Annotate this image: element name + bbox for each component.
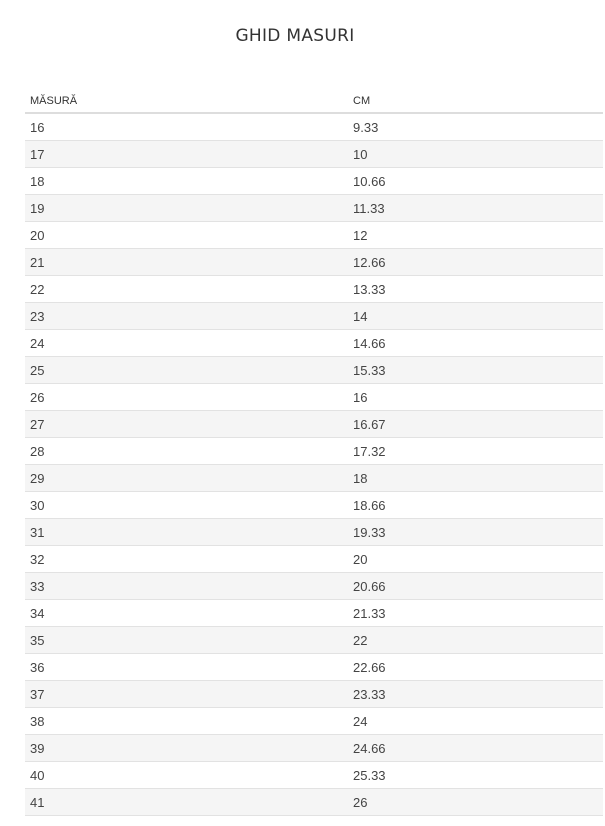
cm-cell: 23.33 [348, 680, 603, 708]
table-row: 23 14 [25, 302, 603, 330]
cm-cell: 15.33 [348, 356, 603, 384]
header-size: MĂSURĂ [25, 90, 348, 114]
size-guide-table: MĂSURĂ CM 16 9.33 17 10 18 10.66 19 11.33 20 12 21… [25, 90, 603, 816]
size-cell: 38 [25, 707, 348, 735]
size-cell: 21 [25, 248, 348, 276]
cm-cell: 20.66 [348, 572, 603, 600]
cm-cell: 18 [348, 464, 603, 492]
cm-cell: 13.33 [348, 275, 603, 303]
cm-cell: 11.33 [348, 194, 603, 222]
table-row: 33 20.66 [25, 572, 603, 600]
table-row: 27 16.67 [25, 410, 603, 438]
table-row: 39 24.66 [25, 734, 603, 762]
cm-cell: 14.66 [348, 329, 603, 357]
table-row: 25 15.33 [25, 356, 603, 384]
cm-cell: 25.33 [348, 761, 603, 789]
size-cell: 27 [25, 410, 348, 438]
cm-cell: 22 [348, 626, 603, 654]
size-cell: 29 [25, 464, 348, 492]
size-cell: 35 [25, 626, 348, 654]
size-cell: 30 [25, 491, 348, 519]
cm-cell: 16 [348, 383, 603, 411]
table-row: 38 24 [25, 707, 603, 735]
size-cell: 31 [25, 518, 348, 546]
table-row: 31 19.33 [25, 518, 603, 546]
cm-cell: 14 [348, 302, 603, 330]
table-header-row: MĂSURĂ CM [25, 90, 603, 114]
cm-cell: 10 [348, 140, 603, 168]
table-row: 21 12.66 [25, 248, 603, 276]
cm-cell: 19.33 [348, 518, 603, 546]
table-row: 32 20 [25, 545, 603, 573]
cm-cell: 17.32 [348, 437, 603, 465]
size-cell: 23 [25, 302, 348, 330]
size-cell: 18 [25, 167, 348, 195]
cm-cell: 10.66 [348, 167, 603, 195]
size-cell: 17 [25, 140, 348, 168]
cm-cell: 12.66 [348, 248, 603, 276]
size-cell: 33 [25, 572, 348, 600]
table-row: 34 21.33 [25, 599, 603, 627]
size-cell: 32 [25, 545, 348, 573]
table-row: 19 11.33 [25, 194, 603, 222]
table-row: 18 10.66 [25, 167, 603, 195]
size-cell: 36 [25, 653, 348, 681]
cm-cell: 21.33 [348, 599, 603, 627]
size-cell: 24 [25, 329, 348, 357]
table-row: 37 23.33 [25, 680, 603, 708]
size-cell: 25 [25, 356, 348, 384]
cm-cell: 12 [348, 221, 603, 249]
size-cell: 41 [25, 788, 348, 816]
size-cell: 22 [25, 275, 348, 303]
size-cell: 40 [25, 761, 348, 789]
size-cell: 28 [25, 437, 348, 465]
table-row: 35 22 [25, 626, 603, 654]
table-row: 28 17.32 [25, 437, 603, 465]
cm-cell: 24 [348, 707, 603, 735]
table-row: 30 18.66 [25, 491, 603, 519]
table-row: 16 9.33 [25, 113, 603, 141]
size-cell: 16 [25, 113, 348, 141]
page-title: GHID MASURI [235, 26, 355, 46]
header-cm: CM [348, 90, 603, 114]
size-cell: 20 [25, 221, 348, 249]
size-cell: 37 [25, 680, 348, 708]
cm-cell: 16.67 [348, 410, 603, 438]
cm-cell: 26 [348, 788, 603, 816]
cm-cell: 22.66 [348, 653, 603, 681]
table-row: 29 18 [25, 464, 603, 492]
table-row: 17 10 [25, 140, 603, 168]
table-row: 22 13.33 [25, 275, 603, 303]
size-cell: 39 [25, 734, 348, 762]
table-row: 40 25.33 [25, 761, 603, 789]
cm-cell: 24.66 [348, 734, 603, 762]
cm-cell: 9.33 [348, 113, 603, 141]
size-cell: 26 [25, 383, 348, 411]
table-row: 36 22.66 [25, 653, 603, 681]
size-cell: 34 [25, 599, 348, 627]
cm-cell: 20 [348, 545, 603, 573]
table-row: 41 26 [25, 788, 603, 816]
size-cell: 19 [25, 194, 348, 222]
table-row: 26 16 [25, 383, 603, 411]
cm-cell: 18.66 [348, 491, 603, 519]
table-row: 24 14.66 [25, 329, 603, 357]
table-row: 20 12 [25, 221, 603, 249]
